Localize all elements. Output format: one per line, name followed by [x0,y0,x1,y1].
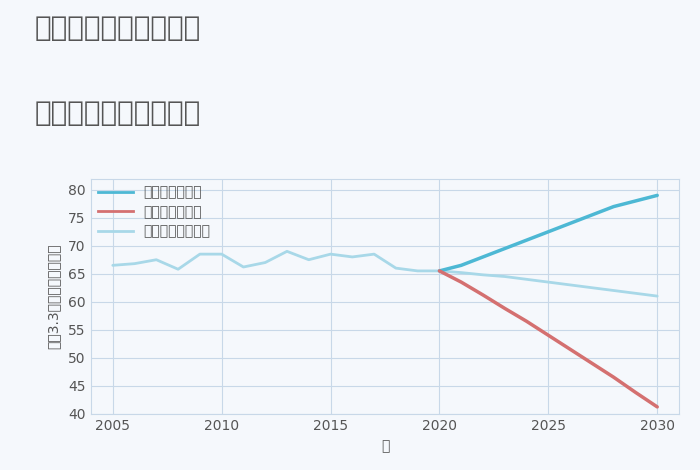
Text: 岐阜県岐阜市金園町の: 岐阜県岐阜市金園町の [35,14,202,42]
X-axis label: 年: 年 [381,439,389,453]
Y-axis label: 坪（3.3㎡）単価（万円）: 坪（3.3㎡）単価（万円） [47,243,61,349]
Legend: グッドシナリオ, バッドシナリオ, ノーマルシナリオ: グッドシナリオ, バッドシナリオ, ノーマルシナリオ [98,186,211,239]
Text: 中古戸建ての価格推移: 中古戸建ての価格推移 [35,99,202,127]
